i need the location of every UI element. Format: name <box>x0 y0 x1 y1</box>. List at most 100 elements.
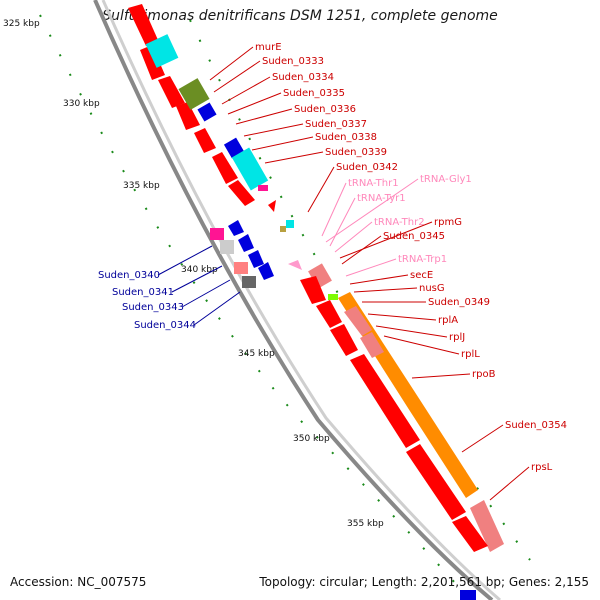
gene-block[interactable] <box>280 226 286 232</box>
gene-block[interactable] <box>220 240 234 254</box>
gene-block[interactable] <box>128 4 158 46</box>
gene-label[interactable]: Suden_0349 <box>428 297 490 308</box>
gene-label[interactable]: Suden_0333 <box>262 56 324 67</box>
gene-label[interactable]: Suden_0336 <box>294 104 356 115</box>
gene-block[interactable] <box>140 45 165 80</box>
trna-block[interactable] <box>288 260 302 270</box>
gene-label[interactable]: rpmG <box>434 217 462 228</box>
gene-block[interactable] <box>330 324 358 356</box>
tick-ring-right <box>189 19 531 561</box>
gene-block[interactable] <box>158 76 185 108</box>
left-label-group: Suden_0340 Suden_0341 Suden_0343 Suden_0344 <box>98 245 241 331</box>
gene-label[interactable]: Suden_0335 <box>283 88 345 99</box>
leader-line <box>329 197 356 247</box>
leader-line <box>383 335 460 355</box>
right-label-group: murE Suden_0333 Suden_0334 Suden_0335 Suden_… <box>209 42 567 501</box>
gene-block[interactable] <box>234 262 248 274</box>
leader-line <box>307 166 335 213</box>
leader-line <box>193 291 241 326</box>
leader-line <box>334 221 373 253</box>
gene-block[interactable] <box>145 34 179 68</box>
gene-label[interactable]: tRNA-Thr2 <box>374 217 425 228</box>
gene-block[interactable] <box>210 228 224 240</box>
leader-line <box>349 274 409 285</box>
genome-backbone-inner <box>101 0 501 600</box>
gene-block[interactable] <box>178 78 210 110</box>
leader-line <box>341 235 382 265</box>
tick-label: 335 kbp <box>123 181 160 191</box>
gene-block[interactable] <box>197 102 217 122</box>
gene-label[interactable]: Suden_0343 <box>122 302 184 313</box>
gene-label[interactable]: Suden_0340 <box>98 270 160 281</box>
gene-label[interactable]: rpsL <box>531 462 553 473</box>
gene-track <box>128 4 504 600</box>
map-title: Sulfurimonas denitrificans DSM 1251, com… <box>102 8 498 24</box>
gene-label[interactable]: Suden_0342 <box>336 162 398 173</box>
gene-label[interactable]: murE <box>255 42 282 53</box>
genome-backbone-outer <box>93 0 494 600</box>
gene-label[interactable]: Suden_0338 <box>315 132 377 143</box>
tick-label: 330 kbp <box>63 99 100 109</box>
gene-block[interactable] <box>350 354 420 448</box>
gene-block[interactable] <box>228 180 255 206</box>
tick-ring-left <box>39 14 471 600</box>
leader-line <box>375 325 448 338</box>
gene-block[interactable] <box>231 147 269 191</box>
gene-label[interactable]: rplJ <box>449 332 465 343</box>
leader-line <box>171 265 223 293</box>
gene-block[interactable] <box>238 234 254 252</box>
gene-block[interactable] <box>258 185 268 191</box>
gene-label[interactable]: Suden_0334 <box>272 72 334 83</box>
gene-block[interactable] <box>308 263 332 289</box>
gene-block[interactable] <box>258 262 274 280</box>
leader-line <box>213 60 261 93</box>
gene-block[interactable] <box>316 300 342 328</box>
gene-label[interactable]: Suden_0354 <box>505 420 567 431</box>
gene-block[interactable] <box>212 152 238 184</box>
gene-label[interactable]: tRNA-Tyr1 <box>357 193 406 204</box>
gene-block[interactable] <box>406 444 466 520</box>
gene-block[interactable] <box>228 220 244 236</box>
axis-tick-labels: 325 kbp 330 kbp 335 kbp 340 kbp 345 kbp … <box>3 19 384 529</box>
leader-line <box>251 136 314 151</box>
tick-label: 350 kbp <box>293 434 330 444</box>
gene-label[interactable]: Suden_0337 <box>305 119 367 130</box>
gene-block[interactable] <box>286 220 294 228</box>
gene-block[interactable] <box>328 294 338 300</box>
gene-block[interactable] <box>452 516 488 552</box>
leader-line <box>461 424 504 453</box>
tick-label: 345 kbp <box>238 349 275 359</box>
tick-label: 355 kbp <box>347 519 384 529</box>
gene-label[interactable]: rplL <box>461 349 480 360</box>
gene-label[interactable]: rpoB <box>472 369 496 380</box>
gene-label[interactable]: Suden_0345 <box>383 231 445 242</box>
gene-block[interactable] <box>242 276 256 288</box>
gene-label[interactable]: Suden_0341 <box>112 287 174 298</box>
leader-line <box>227 92 282 115</box>
gene-block[interactable] <box>460 590 476 600</box>
gene-label[interactable]: Suden_0339 <box>325 147 387 158</box>
gene-label[interactable]: secE <box>410 270 433 281</box>
gene-block[interactable] <box>176 102 200 130</box>
leader-line <box>345 258 397 277</box>
gene-block[interactable] <box>300 276 326 304</box>
gene-label[interactable]: Suden_0344 <box>134 320 196 331</box>
gene-label[interactable]: rplA <box>438 315 458 326</box>
gene-label[interactable]: tRNA-Gly1 <box>420 174 472 185</box>
pink-track <box>344 306 372 336</box>
leader-line <box>353 287 418 293</box>
gene-block[interactable] <box>268 200 276 212</box>
leader-line <box>209 46 254 81</box>
leader-line <box>181 279 231 308</box>
leader-line <box>243 123 304 137</box>
leader-line <box>411 373 471 379</box>
gene-block[interactable] <box>223 137 245 159</box>
gene-label[interactable]: tRNA-Trp1 <box>398 254 447 265</box>
gene-label[interactable]: tRNA-Thr1 <box>348 178 399 189</box>
gene-label[interactable]: nusG <box>419 283 445 294</box>
accession: Accession: NC_007575 <box>10 575 147 589</box>
leader-line <box>367 313 437 321</box>
gene-block[interactable] <box>194 128 216 153</box>
gene-block[interactable] <box>248 250 264 268</box>
